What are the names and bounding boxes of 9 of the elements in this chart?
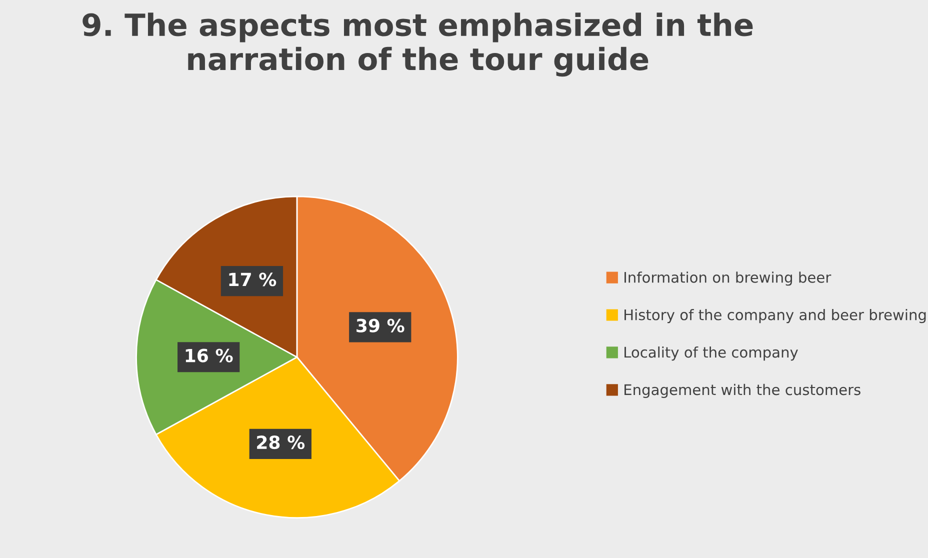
chart-title: 9. The aspects most emphasized in the narration of the tour guide xyxy=(82,12,753,77)
data-label: 39 % xyxy=(356,318,404,332)
data-label: 28 % xyxy=(257,436,305,450)
legend-label: History of the company and beer brewing xyxy=(624,309,926,324)
legend-label: Locality of the company xyxy=(624,346,798,361)
data-label: 17 % xyxy=(229,272,276,286)
legend-label: Information on brewing beer xyxy=(624,272,832,286)
legend-label: Engagement with the customers xyxy=(624,384,860,398)
data-label: 16 % xyxy=(186,348,233,362)
